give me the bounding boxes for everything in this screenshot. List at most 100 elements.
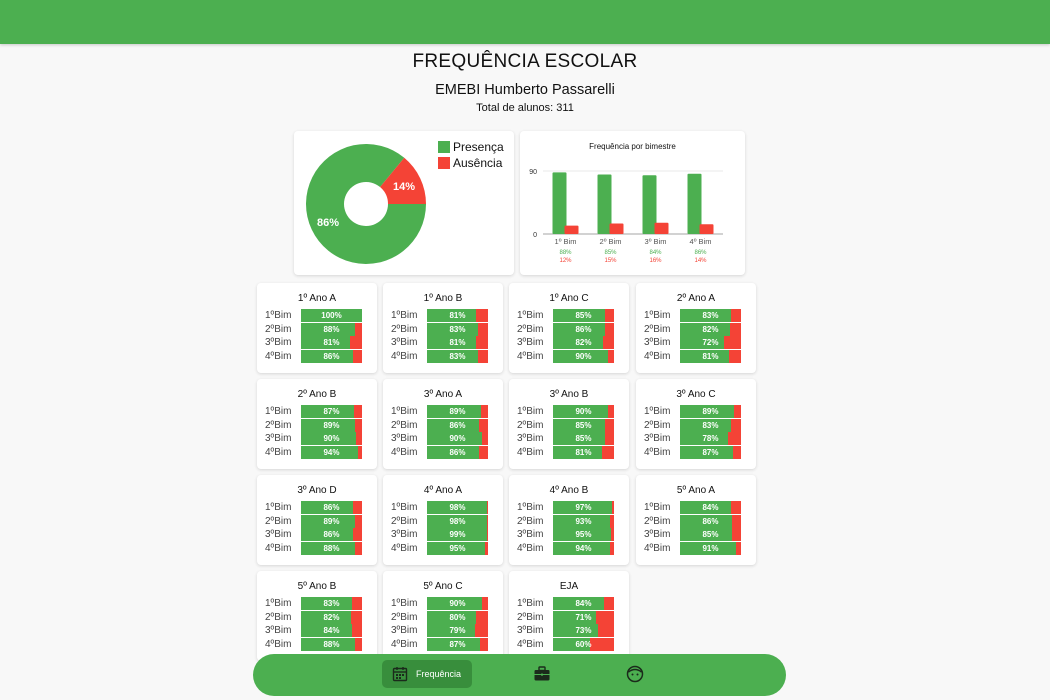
attendance-bar: 89%	[427, 405, 488, 418]
class-card[interactable]: 3º Ano C 1ºBim 89% 2ºBim 83% 3ºBim 78% 4ºBim 87%	[636, 379, 756, 469]
attendance-bar-fill	[427, 610, 476, 624]
attendance-bar-fill	[301, 418, 356, 432]
attendance-bar: 88%	[301, 637, 362, 651]
attendance-bar-fill	[427, 405, 482, 418]
attendance-bar: 86%	[427, 418, 488, 432]
attendance-percent: 89%	[449, 407, 466, 416]
bimester-bar-chart: 90 0 1º Bim 88% 12% 2º Bim 85% 15% 3º Bim 84% 16% 4…	[529, 169, 723, 264]
page-title: FREQUÊNCIA ESCOLAR	[412, 51, 638, 72]
attendance-percent: 95%	[449, 543, 466, 553]
bimester-label: 4ºBim	[517, 350, 544, 362]
attendance-bar-fill	[301, 541, 355, 555]
class-card[interactable]: 4º Ano A 1ºBim 98% 2ºBim 98% 3ºBim 99% 4ºBim 95%	[383, 475, 503, 565]
attendance-bar-fill	[680, 445, 734, 459]
attendance-bar: 89%	[301, 418, 362, 432]
attendance-donut-chart: 86% 14%	[306, 144, 426, 264]
attendance-bar-fill	[553, 528, 611, 541]
bimester-label: 2ºBim	[265, 611, 292, 623]
attendance-percent: 78%	[702, 434, 719, 443]
class-card[interactable]: 4º Ano B 1ºBim 97% 2ºBim 93% 3ºBim 95% 4ºBim 94%	[509, 475, 629, 565]
attendance-bar-fill	[553, 349, 608, 363]
nav-item-profile[interactable]	[626, 665, 646, 685]
attendance-bar: 73%	[553, 624, 614, 637]
bimester-label: 4ºBim	[391, 446, 418, 458]
class-card[interactable]: 1º Ano C 1ºBim 85% 2ºBim 86% 3ºBim 82% 4ºBim 90%	[509, 283, 629, 373]
attendance-donut-card: 86% 14% Presença Ausência	[294, 131, 514, 275]
bimester-label: 1ºBim	[517, 502, 544, 513]
attendance-bar: 83%	[301, 597, 362, 610]
class-card[interactable]: 5º Ano C 1ºBim 90% 2ºBim 80% 3ºBim 79% 4ºBim 87%	[383, 571, 503, 661]
class-card[interactable]: 3º Ano B 1ºBim 90% 2ºBim 85% 3ºBim 85% 4ºBim 81%	[509, 379, 629, 469]
face-icon	[626, 665, 644, 683]
attendance-percent: 86%	[702, 516, 719, 526]
class-name: 1º Ano C	[549, 293, 589, 304]
attendance-percent: 89%	[323, 516, 340, 526]
attendance-bar-fill	[427, 597, 482, 610]
attendance-bar-fill	[680, 336, 724, 349]
bimester-label: 3ºBim	[391, 337, 418, 348]
bar-chart-title: Frequência por bimestre	[589, 142, 676, 151]
class-card[interactable]: 1º Ano A 1ºBim 100% 2ºBim 88% 3ºBim 81% 4ºBim 86…	[257, 283, 377, 373]
attendance-bar: 83%	[427, 322, 488, 336]
attendance-percent: 83%	[702, 420, 719, 430]
bimester-label: 3ºBim	[644, 337, 671, 348]
attendance-bar: 86%	[680, 514, 741, 528]
attendance-percent: 73%	[575, 626, 592, 635]
attendance-bar: 98%	[427, 514, 488, 528]
nav-item-briefcase[interactable]	[533, 665, 553, 685]
class-card[interactable]: 3º Ano A 1ºBim 89% 2ºBim 86% 3ºBim 90% 4ºBim 86%	[383, 379, 503, 469]
attendance-percent: 79%	[449, 626, 466, 635]
attendance-percent: 81%	[449, 338, 466, 347]
class-card[interactable]: 5º Ano A 1ºBim 84% 2ºBim 86% 3ºBim 85% 4ºBim 91%	[636, 475, 756, 565]
attendance-bar-fill	[553, 445, 603, 459]
briefcase-icon	[534, 666, 550, 681]
bimester-label: 1ºBim	[265, 502, 292, 513]
attendance-bar: 99%	[427, 528, 488, 541]
attendance-bar: 100%	[301, 309, 362, 322]
attendance-percent: 84%	[702, 503, 719, 512]
bimester-label: 2ºBim	[517, 419, 544, 431]
class-name: 3º Ano C	[676, 389, 716, 400]
bimester-label: 3ºBim	[517, 433, 544, 444]
nav-item-frequencia[interactable]: Frequência	[382, 660, 472, 688]
x-tick-label: 3º Bim	[645, 237, 667, 246]
bimester-label: 3ºBim	[391, 625, 418, 636]
attendance-percent: 83%	[449, 351, 466, 361]
calendar-icon	[392, 667, 408, 682]
bimester-label: 4ºBim	[265, 542, 292, 554]
donut-legend: Presença Ausência	[438, 139, 504, 171]
bimester-label: 4ºBim	[391, 638, 418, 650]
class-card[interactable]: 1º Ano B 1ºBim 81% 2ºBim 83% 3ºBim 81% 4ºBim 83%	[383, 283, 503, 373]
class-card[interactable]: EJA 1ºBim 84% 2ºBim 71% 3ºBim 73% 4ºBim 60%	[509, 571, 629, 661]
data-label-absence: 16%	[649, 258, 662, 264]
bar-absence	[699, 224, 714, 234]
class-name: 4º Ano A	[423, 485, 463, 496]
bottom-navigation: Frequência	[253, 654, 786, 696]
attendance-percent: 85%	[575, 311, 592, 320]
attendance-bar-fill	[553, 541, 611, 555]
attendance-bar: 85%	[680, 528, 741, 541]
bimester-label: 3ºBim	[391, 433, 418, 444]
bimester-label: 2ºBim	[391, 323, 418, 335]
bimester-label: 2ºBim	[265, 419, 292, 431]
bimester-bar-card: Frequência por bimestre 90 0 1º Bim 88% 12% 2…	[520, 131, 745, 275]
attendance-bar: 89%	[301, 514, 362, 528]
attendance-percent: 90%	[575, 407, 592, 416]
attendance-bar: 85%	[553, 432, 614, 445]
top-app-bar	[0, 0, 1050, 44]
attendance-percent: 98%	[449, 516, 466, 526]
class-card[interactable]: 3º Ano D 1ºBim 86% 2ºBim 89% 3ºBim 86% 4ºBim 88%	[257, 475, 377, 565]
attendance-percent: 86%	[323, 530, 340, 539]
bimester-label: 2ºBim	[517, 323, 544, 335]
attendance-percent: 87%	[449, 639, 466, 649]
class-card[interactable]: 5º Ano B 1ºBim 83% 2ºBim 82% 3ºBim 84% 4ºBim 88%	[257, 571, 377, 661]
attendance-percent: 90%	[575, 351, 592, 361]
attendance-percent: 94%	[575, 543, 592, 553]
attendance-percent: 86%	[449, 447, 466, 457]
bimester-label: 3ºBim	[265, 433, 292, 444]
class-card[interactable]: 2º Ano B 1ºBim 87% 2ºBim 89% 3ºBim 90% 4ºBim 94%	[257, 379, 377, 469]
class-card[interactable]: 2º Ano A 1ºBim 83% 2ºBim 82% 3ºBim 72% 4ºBim 81%	[636, 283, 756, 373]
attendance-bar-fill	[427, 637, 481, 651]
bimester-label: 2ºBim	[391, 611, 418, 623]
bimester-label: 4ºBim	[391, 350, 418, 362]
